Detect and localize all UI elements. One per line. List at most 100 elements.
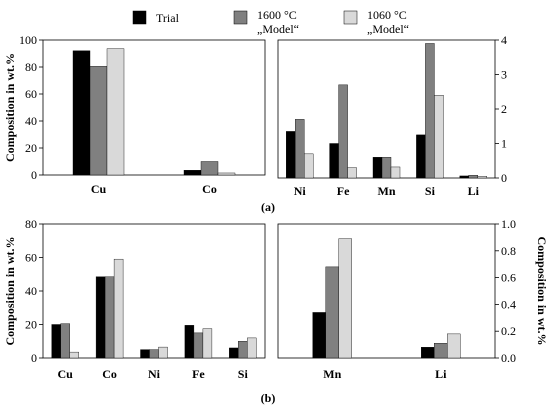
legend-swatch-1600-model <box>233 10 248 25</box>
y-tick-label: 2 <box>501 102 507 116</box>
bar <box>421 347 435 359</box>
y-tick-label: 0.4 <box>501 297 516 311</box>
bar <box>95 276 106 359</box>
y-tick-label: 0.0 <box>501 351 516 365</box>
plot-frame <box>277 223 496 359</box>
y-tick-label: 4 <box>501 33 507 47</box>
y-tick-label: 0 <box>31 168 37 182</box>
x-category-label: Co <box>102 367 117 381</box>
bar <box>312 312 326 359</box>
bar <box>416 134 426 179</box>
y-tick-label: 0.2 <box>501 324 516 338</box>
legend-label-1600-line1: 1600 °C <box>257 8 297 22</box>
bar <box>60 323 70 359</box>
bar <box>247 337 257 359</box>
bar <box>434 343 448 359</box>
y-axis-label: Composition in wt.% <box>3 236 17 345</box>
bar <box>106 48 125 176</box>
y-tick-label: 0 <box>31 351 37 365</box>
bar <box>202 328 213 359</box>
bar <box>381 157 392 179</box>
x-category-label: Mn <box>323 367 341 381</box>
x-category-label: Si <box>238 367 249 381</box>
bar <box>325 266 339 359</box>
y-tick-label: 1.0 <box>501 217 516 231</box>
bar <box>347 167 357 179</box>
bar <box>193 332 204 359</box>
bar <box>338 84 348 179</box>
plot-frame <box>42 223 266 359</box>
y-tick-label: 0 <box>501 171 507 185</box>
bar <box>158 346 168 359</box>
caption-b: (b) <box>261 391 276 405</box>
x-category-label: Ni <box>148 367 161 381</box>
legend-label-1600-line2: „Model“ <box>257 22 299 36</box>
y-tick-label: 80 <box>25 60 37 74</box>
bar <box>425 43 435 179</box>
y-tick-label: 60 <box>25 87 37 101</box>
x-category-label: Cu <box>58 367 74 381</box>
y-tick-label: 20 <box>25 141 37 155</box>
bar <box>200 161 219 176</box>
bar <box>304 153 314 179</box>
y-tick-label: 0.6 <box>501 271 516 285</box>
x-category-label: Ni <box>294 184 307 198</box>
bar <box>468 175 478 179</box>
bar <box>459 175 469 179</box>
y-tick-label: 20 <box>25 318 37 332</box>
y-axis-label: Composition in wt.% <box>535 236 549 345</box>
y-tick-label: 60 <box>25 251 37 265</box>
y-tick-label: 40 <box>25 284 37 298</box>
legend-swatch-1060-model <box>343 10 358 25</box>
bar <box>104 276 115 359</box>
legend-label-1060-line1: 1060 °C <box>367 8 407 22</box>
bar <box>434 94 444 179</box>
bar <box>51 324 61 359</box>
bar <box>149 349 159 359</box>
legend-label-trial: Trial <box>156 11 180 25</box>
x-category-label: Cu <box>91 182 107 196</box>
x-category-label: Fe <box>192 367 205 381</box>
bar <box>183 170 202 176</box>
bar <box>140 349 150 359</box>
y-tick-label: 80 <box>25 217 37 231</box>
x-category-label: Co <box>202 182 217 196</box>
caption-a: (a) <box>261 200 275 214</box>
bar <box>238 341 248 359</box>
bar <box>286 131 296 179</box>
x-category-label: Si <box>425 184 436 198</box>
y-tick-label: 100 <box>19 33 37 47</box>
bar <box>229 347 239 359</box>
x-category-label: Mn <box>378 184 396 198</box>
x-category-label: Li <box>435 367 447 381</box>
x-category-label: Li <box>468 184 480 198</box>
bar <box>113 258 124 359</box>
legend-swatch-trial <box>132 10 147 25</box>
bar <box>372 157 383 179</box>
bar <box>72 50 91 176</box>
bar <box>295 119 305 179</box>
x-category-label: Fe <box>337 184 350 198</box>
plot-frame <box>42 39 266 176</box>
y-tick-label: 3 <box>501 68 507 82</box>
y-axis-label: Composition in wt.% <box>3 53 17 162</box>
chart-panel-a-right: 0 1 2 3 4 Ni Fe Mn Si Li <box>277 33 507 198</box>
y-tick-label: 1 <box>501 137 507 151</box>
bar <box>447 333 461 359</box>
bar <box>338 238 352 359</box>
chart-panel-b-left: 0 20 40 60 80 Composition in wt.% Cu Co Ni Fe Si <box>3 217 266 381</box>
bar <box>69 351 79 359</box>
legend-label-1060-line2: „Model“ <box>367 22 409 36</box>
chart-panel-b-right: 0.0 0.2 0.4 0.6 0.8 1.0 Composition in wt.% Mn L… <box>277 217 549 381</box>
bar <box>477 176 487 179</box>
bar <box>184 325 195 359</box>
bar <box>89 66 108 176</box>
legend: Trial 1600 °C „Model“ 1060 °C „Model“ <box>132 8 409 36</box>
bar <box>390 166 401 179</box>
bar <box>329 143 339 179</box>
y-tick-label: 0.8 <box>501 244 516 258</box>
y-tick-label: 40 <box>25 114 37 128</box>
bar <box>217 172 236 176</box>
